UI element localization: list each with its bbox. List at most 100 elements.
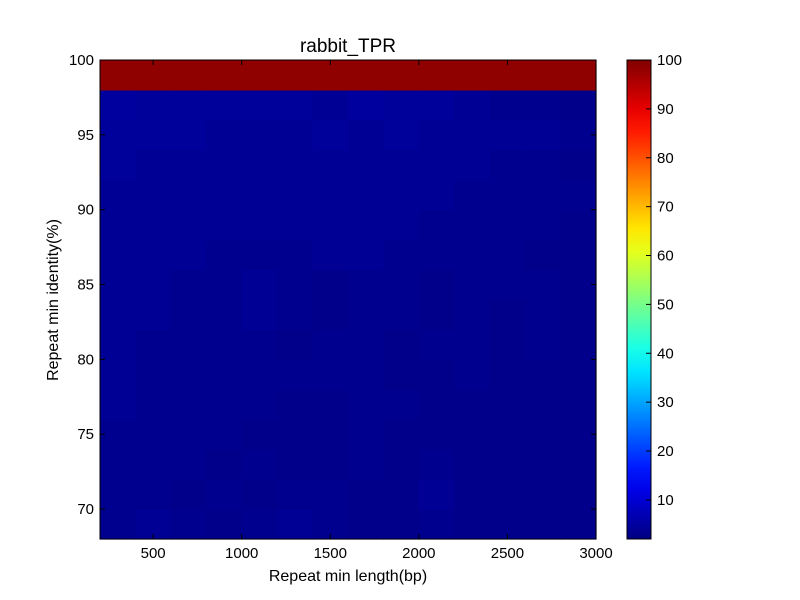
heatmap-cell (100, 60, 137, 91)
heatmap-cell (454, 449, 491, 480)
chart-title: rabbit_TPR (300, 36, 396, 57)
x-tick-label: 500 (141, 545, 166, 562)
heatmap-cell (348, 119, 385, 151)
heatmap-cell (170, 329, 207, 360)
heatmap-cell (241, 179, 278, 211)
heatmap-cell (100, 389, 137, 420)
heatmap-cell (100, 269, 137, 301)
heatmap-cell (418, 299, 455, 331)
heatmap-cell (135, 179, 172, 211)
heatmap-cell (525, 389, 562, 420)
heatmap-cell (560, 389, 597, 420)
heatmap-cell (206, 89, 243, 121)
heatmap-cell (454, 419, 491, 450)
heatmap-cell (135, 89, 172, 121)
heatmap-cell (418, 509, 455, 540)
heatmap-cell (277, 299, 314, 331)
heatmap-cell (100, 239, 137, 271)
y-tick-label: 90 (77, 202, 94, 219)
heatmap-cell (241, 269, 278, 301)
heatmap-cell (348, 149, 385, 181)
colorbar-tick-label: 50 (657, 296, 674, 313)
heatmap-cell (348, 329, 385, 360)
heatmap-cell (312, 449, 349, 480)
heatmap-cell (525, 449, 562, 480)
heatmap-cell (206, 449, 243, 480)
heatmap-cell (206, 60, 243, 91)
heatmap-cell (100, 299, 137, 331)
heatmap-cell (383, 329, 420, 360)
heatmap-cell (418, 149, 455, 181)
heatmap-cell (348, 179, 385, 211)
heatmap-cell (170, 119, 207, 151)
heatmap-cell (206, 329, 243, 360)
heatmap-cell (383, 269, 420, 301)
heatmap-cell (100, 359, 137, 390)
colorbar-tick-label: 20 (657, 443, 674, 460)
heatmap-cell (418, 479, 455, 510)
heatmap-cell (135, 149, 172, 181)
heatmap-cell (206, 509, 243, 540)
y-tick-label: 70 (77, 501, 94, 518)
heatmap-cell (277, 60, 314, 91)
colorbar-tick-label: 10 (657, 492, 674, 509)
heatmap-cell (135, 419, 172, 450)
heatmap-cell (135, 359, 172, 390)
heatmap-cell (418, 179, 455, 211)
heatmap-cell (312, 60, 349, 91)
heatmap-cell (100, 149, 137, 181)
heatmap-cell (489, 329, 526, 360)
heatmap-cell (100, 119, 137, 151)
heatmap-cell (170, 179, 207, 211)
heatmap-cell (312, 299, 349, 331)
heatmap-cell (454, 269, 491, 301)
heatmap-cell (560, 359, 597, 390)
heatmap-cell (100, 179, 137, 211)
heatmap-cell (135, 239, 172, 271)
heatmap-cell (312, 239, 349, 271)
heatmap-cell (489, 479, 526, 510)
colorbar-tick-label: 30 (657, 394, 674, 411)
heatmap-cell (525, 509, 562, 540)
heatmap-cell (241, 449, 278, 480)
heatmap-cell (348, 209, 385, 241)
colorbar-ticks: 10 20 30 40 50 60 70 80 90 100 (646, 52, 682, 509)
heatmap-cell (241, 479, 278, 510)
heatmap-cell (348, 419, 385, 450)
heatmap-cell (241, 389, 278, 420)
y-tick-label: 85 (77, 277, 94, 294)
heatmap-cell (170, 89, 207, 121)
heatmap-cell (454, 89, 491, 121)
heatmap-cell (454, 209, 491, 241)
heatmap-cell (525, 479, 562, 510)
heatmap-cell (170, 479, 207, 510)
heatmap-cell (560, 239, 597, 271)
heatmap-cell (312, 419, 349, 450)
heatmap-cell (312, 329, 349, 360)
heatmap-cell (241, 89, 278, 121)
heatmap-cell (383, 509, 420, 540)
heatmap-cell (418, 60, 455, 91)
heatmap-cell (489, 299, 526, 331)
heatmap-cell (418, 239, 455, 271)
y-tick-label: 75 (77, 426, 94, 443)
heatmap-cell (489, 209, 526, 241)
heatmap-cell (348, 449, 385, 480)
heatmap-cell (560, 119, 597, 151)
heatmap-cell (100, 329, 137, 360)
heatmap-cell (383, 119, 420, 151)
heatmap-cell (348, 89, 385, 121)
heatmap-cell (100, 449, 137, 480)
heatmap-cell (560, 299, 597, 331)
colorbar-tick-label: 40 (657, 345, 674, 362)
heatmap-cell (454, 179, 491, 211)
heatmap-cell (418, 419, 455, 450)
heatmap-cell (277, 119, 314, 151)
heatmap-cell (489, 239, 526, 271)
heatmap-cell (348, 60, 385, 91)
heatmap-cell (170, 509, 207, 540)
heatmap-cell (312, 119, 349, 151)
heatmap-cell (135, 299, 172, 331)
heatmap-cell (241, 119, 278, 151)
heatmap-cell (241, 359, 278, 390)
